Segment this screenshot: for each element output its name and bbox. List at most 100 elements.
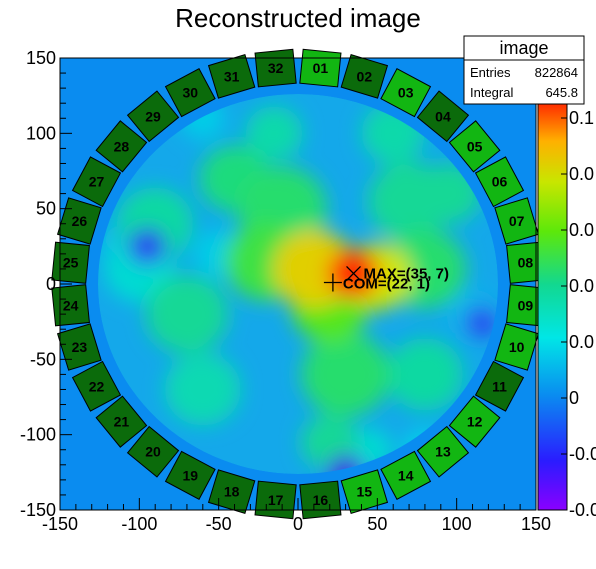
detector-block [448,395,501,448]
y-tick-label: 50 [36,199,56,219]
detector-10 [494,323,540,371]
detector-21 [95,395,148,448]
stats-entries-value: 822864 [535,65,578,80]
detector-block [416,90,470,143]
detector-block [474,360,525,412]
detector-29 [126,90,180,143]
colorbar-label: 0.0 [569,276,594,296]
detector-block [56,323,102,371]
detector-12 [448,395,501,448]
detector-label: 25 [63,255,79,271]
stats-integral-value: 645.8 [545,85,578,100]
detector-block [254,48,297,88]
detector-label: 21 [114,414,130,430]
y-axis: 150 100 50 0 -50 -100 -150 [20,48,72,520]
detector-19 [164,450,216,500]
detector-26 [56,197,102,245]
colorbar-label: 0.0 [569,164,594,184]
stats-entries-label: Entries [470,65,511,80]
x-tick-label: 100 [442,514,472,534]
detector-04 [416,90,470,143]
detector-block [380,450,432,500]
detector-32 [254,48,297,88]
x-tick-label: 150 [521,514,551,534]
detector-25 [51,241,90,284]
detector-block [164,68,216,118]
detector-block [380,68,432,118]
detector-label: 30 [183,85,199,101]
detector-block [95,120,148,173]
stats-title: image [499,38,548,58]
detector-block [474,156,525,208]
detector-block [71,360,122,412]
detector-20 [126,425,180,478]
colorbar [537,99,568,511]
heatmap-blob [245,106,303,161]
detector-22 [71,360,122,412]
detector-14 [380,450,432,500]
x-tick-label: 50 [367,514,387,534]
detector-label: 02 [357,68,373,84]
max-label: MAX=(35, 7) [364,265,449,282]
heatmap-blob [386,338,464,411]
detector-label: 13 [435,444,451,460]
x-tick-label: 0 [293,514,303,534]
detector-label: 15 [357,484,373,500]
detector-15 [340,469,389,515]
detector-label: 28 [114,138,130,154]
y-tick-label: 150 [26,48,56,68]
colorbar-label: 0 [569,388,579,408]
detector-27 [71,156,122,208]
heatmap-blob [164,353,241,426]
com-marker [323,273,342,292]
detector-label: 09 [518,297,534,313]
detector-23 [56,323,102,371]
com-label: COM=(22, 1) [343,275,430,292]
y-tick-label: -100 [20,425,56,445]
x-tick-label: -150 [42,514,78,534]
x-tick-label: -50 [206,514,232,534]
chart-title: Reconstructed image [175,3,421,33]
detector-block [207,469,256,515]
detector-block [95,395,148,448]
y-tick-label: 0 [46,274,56,294]
detector-block [299,480,342,520]
stats-integral-label: Integral [470,85,513,100]
detector-label: 26 [72,213,88,229]
detector-label: 31 [224,68,240,84]
detector-block [71,156,122,208]
detector-label: 23 [72,339,88,355]
detector-17 [254,480,297,520]
detector-07 [494,197,540,245]
colorbar-labels: 0.1 0.0 0.0 0.0 0.0 0 -0.0 -0.0 [561,108,596,520]
detector-label: 08 [518,255,534,271]
y-tick-label: -50 [30,349,56,369]
colorbar-label: -0.0 [569,444,596,464]
annotations: MAX=(35, 7) COM=(22, 1) [323,265,449,292]
detector-30 [164,68,216,118]
detector-05 [448,120,501,173]
detector-block [448,120,501,173]
detector-label: 10 [509,339,525,355]
detector-18 [207,469,256,515]
detector-block [51,241,90,284]
detector-label: 04 [435,108,451,124]
detector-06 [474,156,525,208]
detector-block [340,53,389,99]
detector-13 [416,425,470,478]
detector-label: 22 [89,378,105,394]
heatmap-low-spot [464,306,497,337]
max-marker [346,265,361,281]
detector-01 [299,48,342,88]
stats-box: image Entries 822864 Integral 645.8 [463,35,585,105]
detector-label: 18 [224,484,240,500]
detector-03 [380,68,432,118]
detector-block [126,90,180,143]
detector-label: 03 [398,85,414,101]
detector-02 [340,53,389,99]
detector-ring: 01 02 03 04 05 06 07 08 09 10 11 12 13 14 15 16 17 18 19 20… [51,48,545,520]
detector-label: 19 [183,467,199,483]
detector-label: 01 [313,60,329,76]
